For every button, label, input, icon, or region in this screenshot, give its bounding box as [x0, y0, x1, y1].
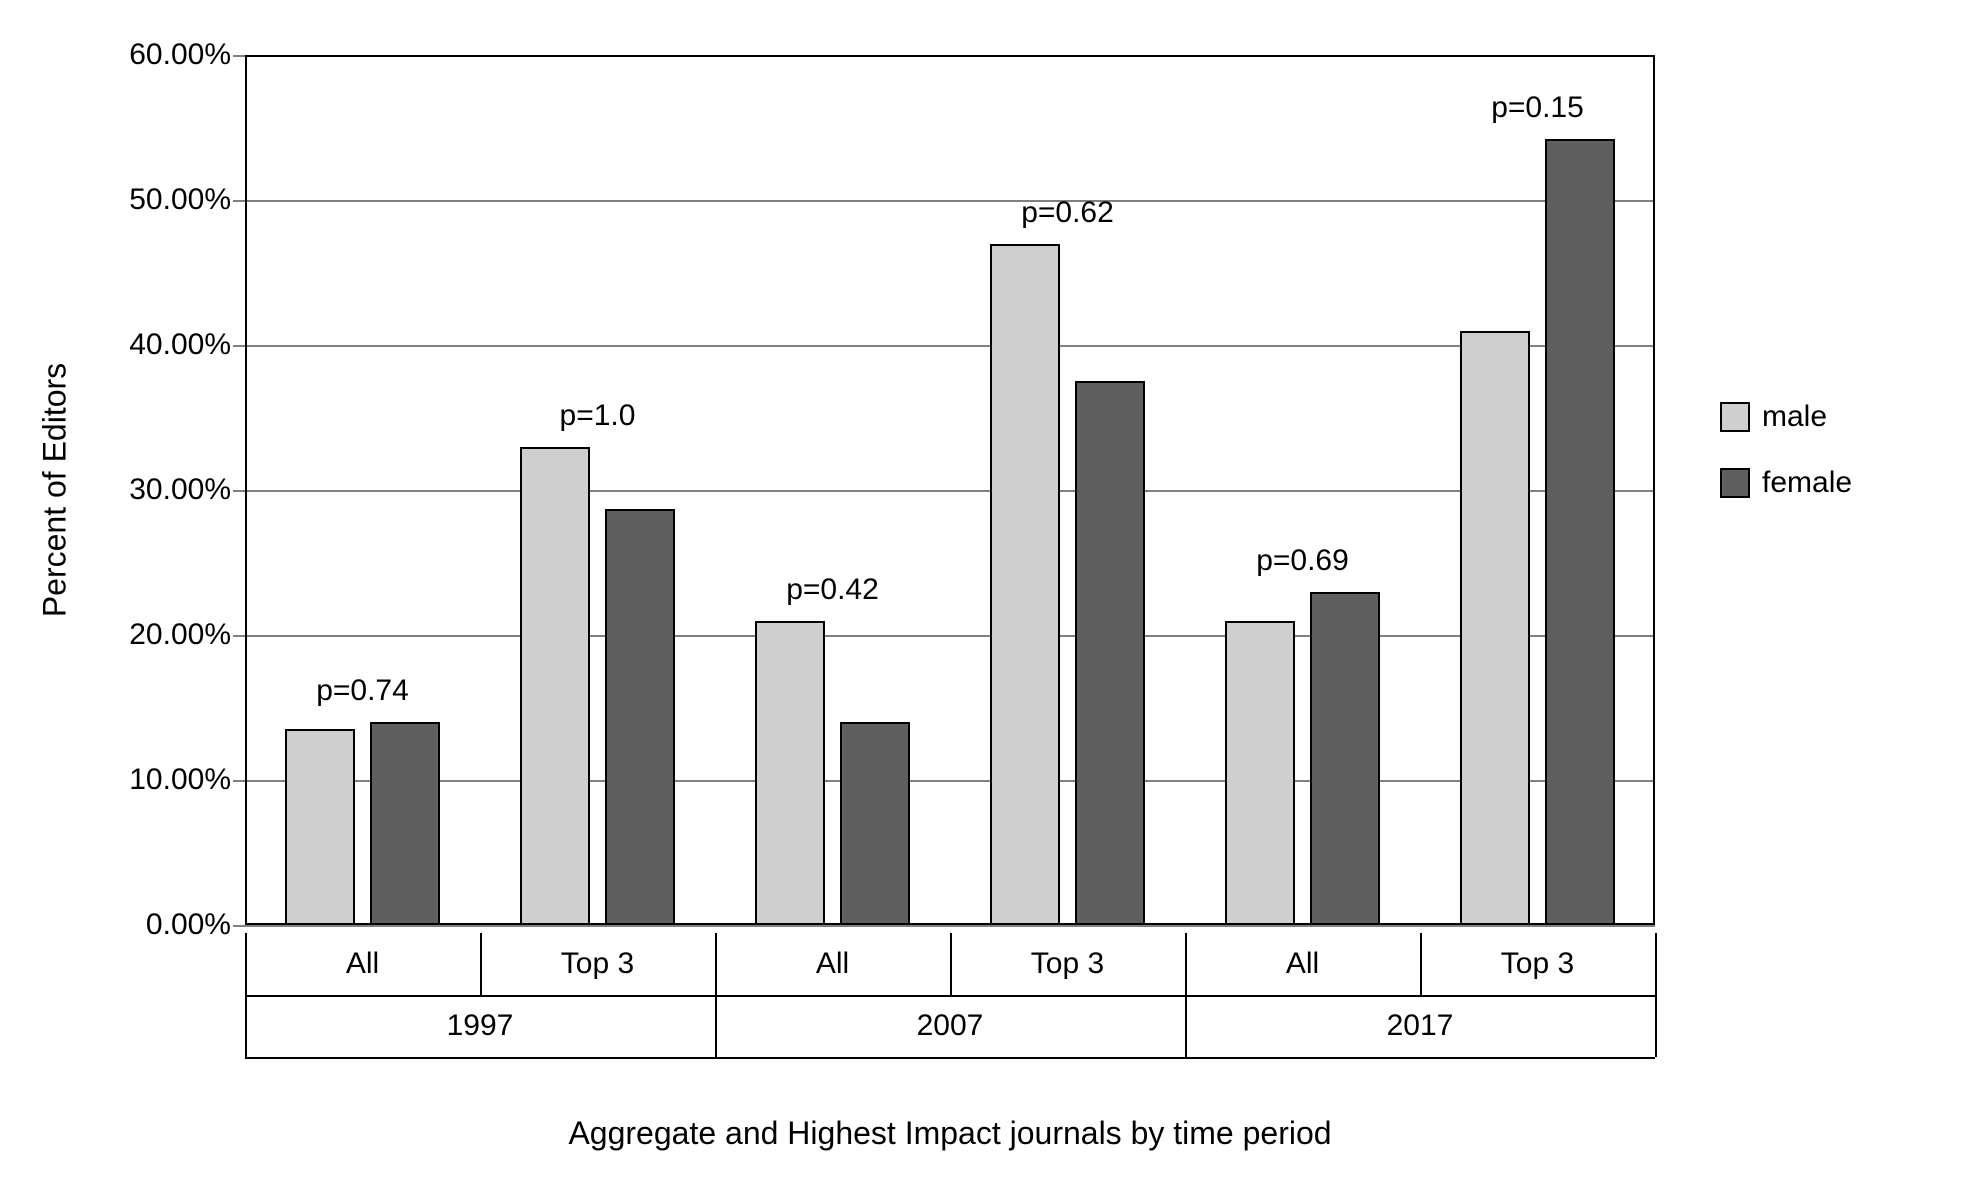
p-value-label: p=1.0: [560, 399, 636, 433]
legend-swatch: [1720, 468, 1750, 498]
x-group-label: 2007: [715, 995, 1185, 1057]
axis-separator: [480, 933, 482, 995]
bar-female: [1545, 139, 1616, 925]
bar-male: [285, 729, 356, 925]
gridline: [245, 200, 1655, 202]
p-value-label: p=0.62: [1021, 196, 1114, 230]
y-tick-mark: [233, 345, 245, 347]
bar-male: [1225, 621, 1296, 926]
legend-label: female: [1762, 466, 1852, 500]
y-tick-label: 10.00%: [129, 763, 245, 797]
axis-separator: [1420, 933, 1422, 995]
bar-female: [840, 722, 911, 925]
p-value-label: p=0.74: [316, 674, 409, 708]
gridline: [245, 925, 1655, 927]
y-axis-title: Percent of Editors: [37, 363, 74, 617]
gridline: [245, 635, 1655, 637]
x-axis-title: Aggregate and Highest Impact journals by…: [568, 1115, 1331, 1152]
bar-male: [1460, 331, 1531, 926]
x-sub-label: All: [1185, 933, 1420, 995]
bar-female: [1310, 592, 1381, 926]
plot-area: 0.00%10.00%20.00%30.00%40.00%50.00%60.00…: [245, 55, 1655, 925]
legend-item: female: [1720, 466, 1852, 500]
y-tick-label: 20.00%: [129, 618, 245, 652]
y-tick-mark: [233, 200, 245, 202]
axis-separator: [950, 933, 952, 995]
p-value-label: p=0.69: [1256, 544, 1349, 578]
axis-row-border: [245, 995, 1655, 997]
gridline: [245, 490, 1655, 492]
legend-swatch: [1720, 402, 1750, 432]
axis-row-border: [245, 1057, 1655, 1059]
y-tick-label: 30.00%: [129, 473, 245, 507]
y-tick-label: 50.00%: [129, 183, 245, 217]
x-sub-label: All: [715, 933, 950, 995]
axis-separator: [245, 933, 247, 1057]
legend-item: male: [1720, 400, 1827, 434]
bar-female: [370, 722, 441, 925]
p-value-label: p=0.15: [1491, 91, 1584, 125]
y-tick-mark: [233, 490, 245, 492]
y-tick-mark: [233, 635, 245, 637]
x-sub-label: All: [245, 933, 480, 995]
axis-separator: [715, 933, 717, 1057]
x-sub-label: Top 3: [480, 933, 715, 995]
y-tick-label: 60.00%: [129, 38, 245, 72]
bar-female: [605, 509, 676, 925]
bar-female: [1075, 381, 1146, 925]
x-sub-label: Top 3: [1420, 933, 1655, 995]
bar-male: [520, 447, 591, 926]
p-value-label: p=0.42: [786, 573, 879, 607]
x-group-label: 2017: [1185, 995, 1655, 1057]
x-sub-label: Top 3: [950, 933, 1185, 995]
chart-stage: Percent of Editors 0.00%10.00%20.00%30.0…: [0, 0, 1967, 1189]
gridline: [245, 780, 1655, 782]
y-tick-label: 40.00%: [129, 328, 245, 362]
y-tick-mark: [233, 780, 245, 782]
y-tick-mark: [233, 925, 245, 927]
gridline: [245, 55, 1655, 57]
axis-separator: [1185, 933, 1187, 1057]
x-group-label: 1997: [245, 995, 715, 1057]
gridline: [245, 345, 1655, 347]
axis-separator: [1655, 933, 1657, 1057]
bar-male: [755, 621, 826, 926]
y-tick-label: 0.00%: [146, 908, 245, 942]
y-tick-mark: [233, 55, 245, 57]
legend-label: male: [1762, 400, 1827, 434]
bar-male: [990, 244, 1061, 926]
x-group-axis-row: 199720072017: [245, 995, 1655, 1057]
